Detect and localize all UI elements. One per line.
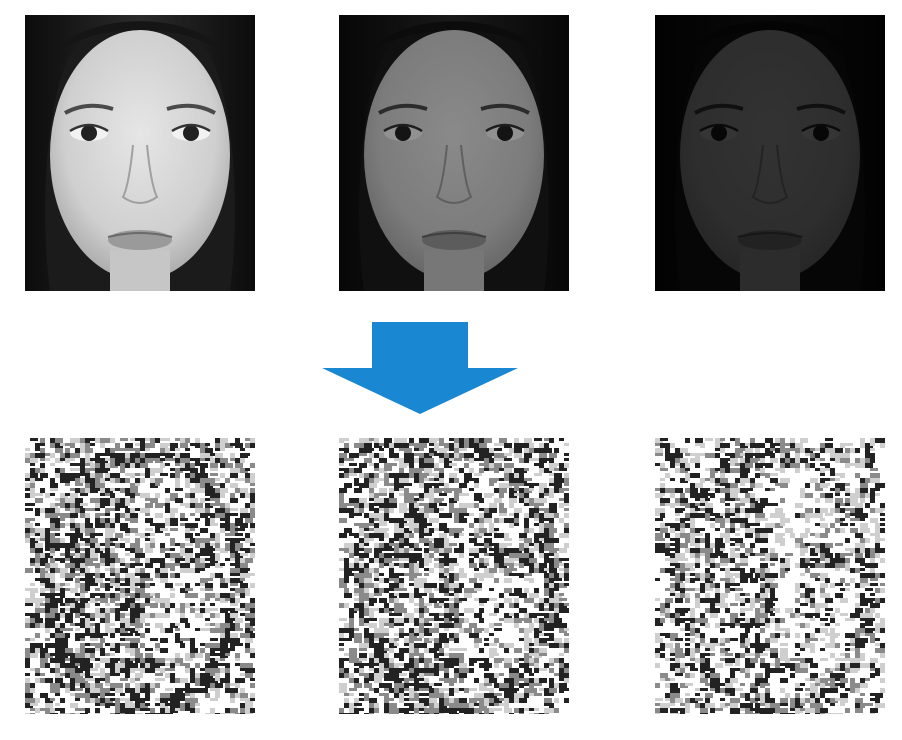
brightness-overlay bbox=[655, 15, 885, 291]
output-texture-3 bbox=[655, 438, 885, 714]
input-face-dark bbox=[655, 15, 885, 291]
output-texture-2-graphic bbox=[339, 438, 569, 714]
input-face-medium-graphic bbox=[339, 15, 569, 291]
down-arrow-icon bbox=[322, 322, 518, 414]
output-texture-1 bbox=[25, 438, 255, 714]
input-face-bright-graphic bbox=[25, 15, 255, 291]
output-texture-1-graphic bbox=[25, 438, 255, 714]
brightness-overlay bbox=[339, 15, 569, 291]
input-face-dark-graphic bbox=[655, 15, 885, 291]
output-texture-3-graphic bbox=[655, 438, 885, 714]
down-arrow-shape bbox=[322, 322, 518, 414]
input-face-medium bbox=[339, 15, 569, 291]
output-texture-2 bbox=[339, 438, 569, 714]
input-face-bright bbox=[25, 15, 255, 291]
